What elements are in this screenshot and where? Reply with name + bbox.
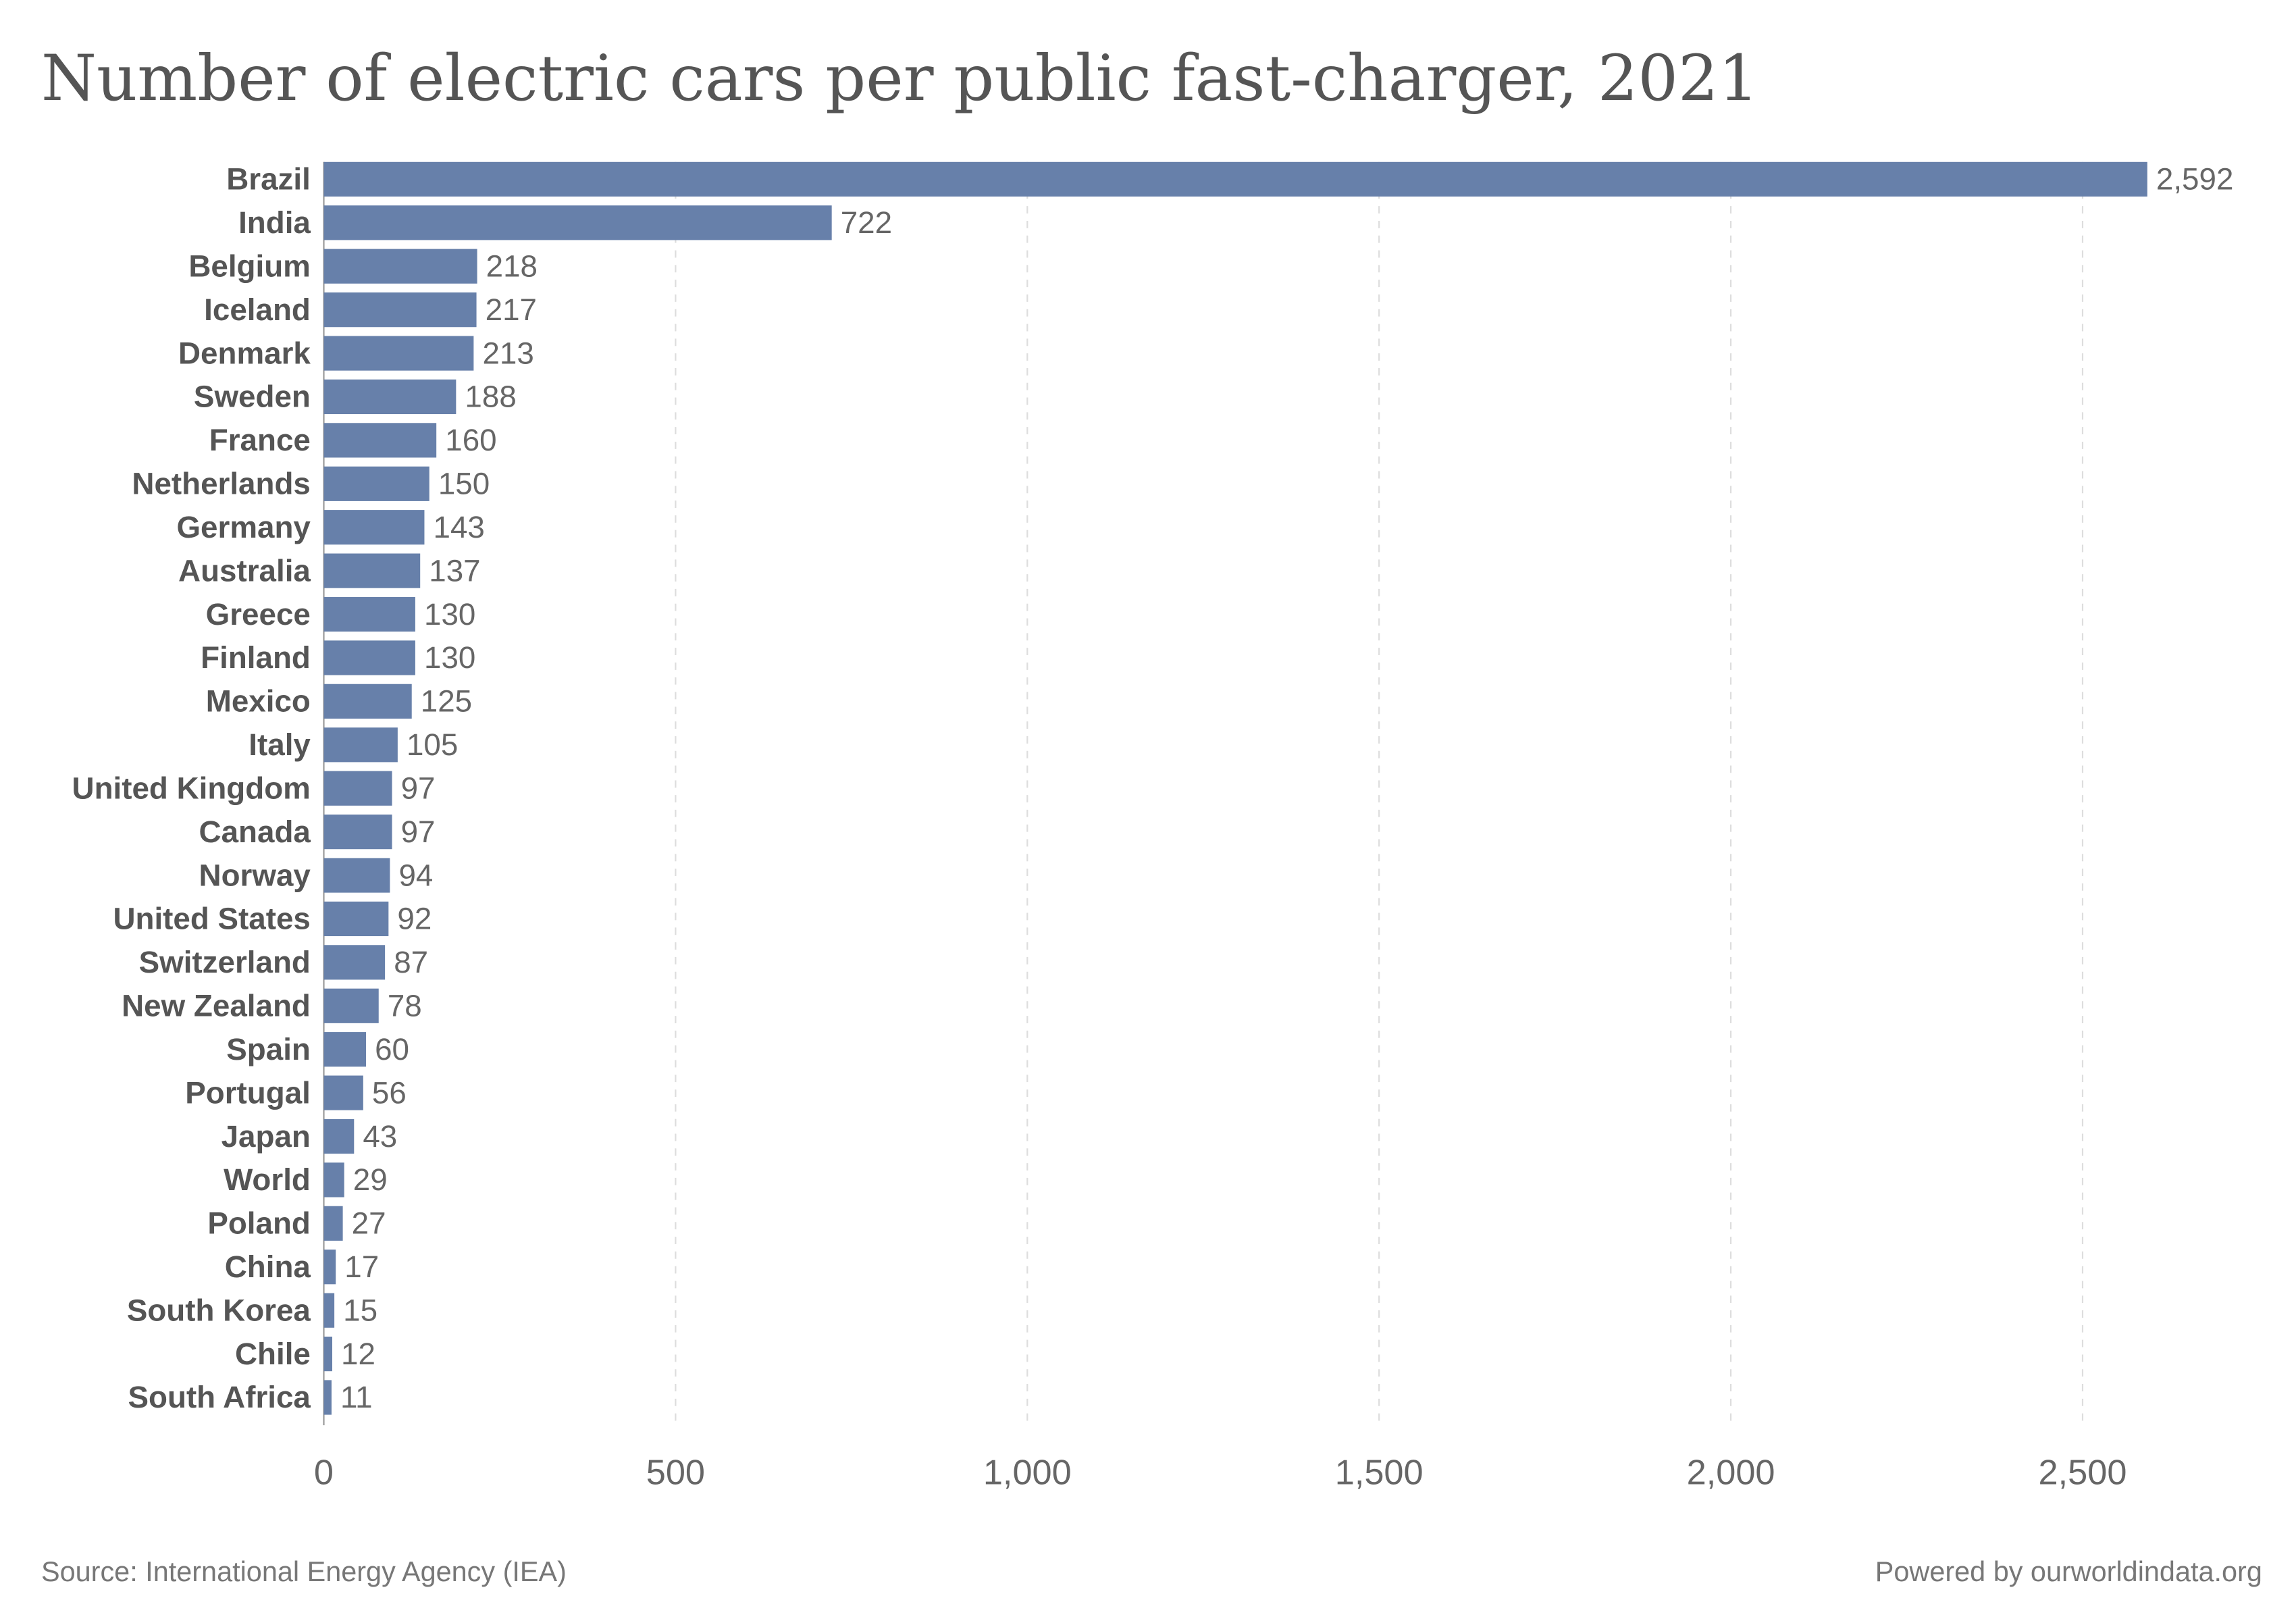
value-label: 12: [341, 1337, 375, 1371]
category-label: India: [238, 205, 311, 240]
value-label: 137: [429, 553, 480, 588]
bar[interactable]: [323, 814, 392, 850]
value-label: 2,592: [2156, 162, 2234, 197]
value-label: 29: [353, 1162, 388, 1197]
bar[interactable]: [323, 1075, 363, 1110]
bar[interactable]: [323, 249, 477, 284]
value-label: 78: [388, 989, 422, 1023]
credit-link[interactable]: Powered by ourworldindata.org: [1875, 1556, 2262, 1587]
bar[interactable]: [323, 1032, 366, 1067]
category-label: Mexico: [206, 684, 311, 719]
x-tick-label: 500: [646, 1453, 705, 1492]
category-label: Netherlands: [132, 467, 310, 501]
bar[interactable]: [323, 1162, 344, 1198]
category-label: South Africa: [128, 1380, 311, 1414]
bar[interactable]: [323, 640, 415, 675]
category-label: Belgium: [188, 249, 311, 283]
bar[interactable]: [323, 336, 474, 371]
bar[interactable]: [323, 1118, 355, 1154]
category-label: Iceland: [204, 292, 311, 327]
category-label: Switzerland: [139, 945, 311, 979]
category-label: Brazil: [226, 162, 311, 197]
value-label: 97: [401, 771, 436, 805]
category-label: Sweden: [194, 380, 311, 414]
bar[interactable]: [323, 205, 832, 240]
x-tick-label: 2,500: [2039, 1453, 2127, 1492]
category-label: United States: [113, 902, 310, 936]
category-label: China: [225, 1250, 311, 1284]
value-label: 218: [486, 249, 538, 283]
bar[interactable]: [323, 901, 389, 937]
chart-title: Number of electric cars per public fast-…: [41, 42, 1758, 115]
bar[interactable]: [323, 292, 477, 328]
value-label: 43: [363, 1119, 397, 1154]
bar[interactable]: [323, 727, 398, 763]
value-label: 87: [394, 945, 428, 979]
value-label: 188: [465, 380, 516, 414]
category-label: Spain: [226, 1032, 311, 1066]
category-label: Denmark: [178, 336, 311, 370]
value-label: 17: [344, 1250, 379, 1284]
value-label: 722: [841, 205, 892, 240]
bar[interactable]: [323, 945, 386, 980]
bar[interactable]: [323, 466, 429, 501]
value-label: 15: [343, 1293, 377, 1327]
category-label: Finland: [201, 640, 311, 675]
bar[interactable]: [323, 423, 437, 458]
value-label: 160: [445, 423, 496, 457]
bar[interactable]: [323, 684, 412, 719]
value-label: 27: [352, 1206, 386, 1241]
category-label: South Korea: [127, 1293, 311, 1327]
bar[interactable]: [323, 1293, 335, 1328]
x-tick-label: 1,500: [1335, 1453, 1424, 1492]
bar[interactable]: [323, 510, 425, 545]
bar[interactable]: [323, 1206, 343, 1241]
value-label: 130: [424, 640, 475, 675]
value-label: 213: [482, 336, 533, 370]
category-label: Canada: [199, 815, 311, 849]
value-label: 130: [424, 597, 475, 632]
category-label: Norway: [199, 858, 311, 892]
bar[interactable]: [323, 771, 392, 806]
category-label: New Zealand: [122, 989, 311, 1023]
value-label: 60: [375, 1032, 409, 1066]
value-label: 150: [438, 467, 490, 501]
value-label: 125: [421, 684, 472, 719]
category-label: Italy: [249, 727, 311, 762]
bar[interactable]: [323, 858, 390, 893]
source-note: Source: International Energy Agency (IEA…: [41, 1556, 567, 1587]
category-label: Chile: [235, 1337, 311, 1371]
category-label: Poland: [207, 1206, 311, 1241]
bar[interactable]: [323, 1336, 332, 1372]
x-tick-label: 0: [314, 1453, 334, 1492]
category-label: United Kingdom: [72, 771, 311, 805]
value-label: 143: [434, 510, 485, 544]
category-label: France: [209, 423, 311, 457]
category-label: Greece: [206, 597, 311, 632]
x-tick-label: 2,000: [1687, 1453, 1775, 1492]
value-label: 105: [407, 727, 458, 762]
bar[interactable]: [323, 553, 421, 588]
category-label: Australia: [178, 553, 311, 588]
category-label: World: [224, 1162, 311, 1197]
value-label: 94: [398, 858, 433, 892]
value-label: 92: [397, 902, 432, 936]
value-label: 56: [372, 1075, 407, 1110]
value-label: 11: [340, 1380, 373, 1414]
category-label: Germany: [176, 510, 311, 544]
bar[interactable]: [323, 1380, 332, 1415]
category-label: Portugal: [185, 1075, 311, 1110]
bar[interactable]: [323, 379, 456, 415]
value-label: 97: [401, 815, 436, 849]
bar[interactable]: [323, 596, 415, 632]
x-tick-label: 1,000: [983, 1453, 1072, 1492]
value-label: 217: [486, 292, 537, 327]
bar[interactable]: [323, 988, 379, 1023]
category-label: Japan: [221, 1119, 311, 1154]
bar[interactable]: [323, 161, 2147, 197]
bar[interactable]: [323, 1250, 336, 1285]
